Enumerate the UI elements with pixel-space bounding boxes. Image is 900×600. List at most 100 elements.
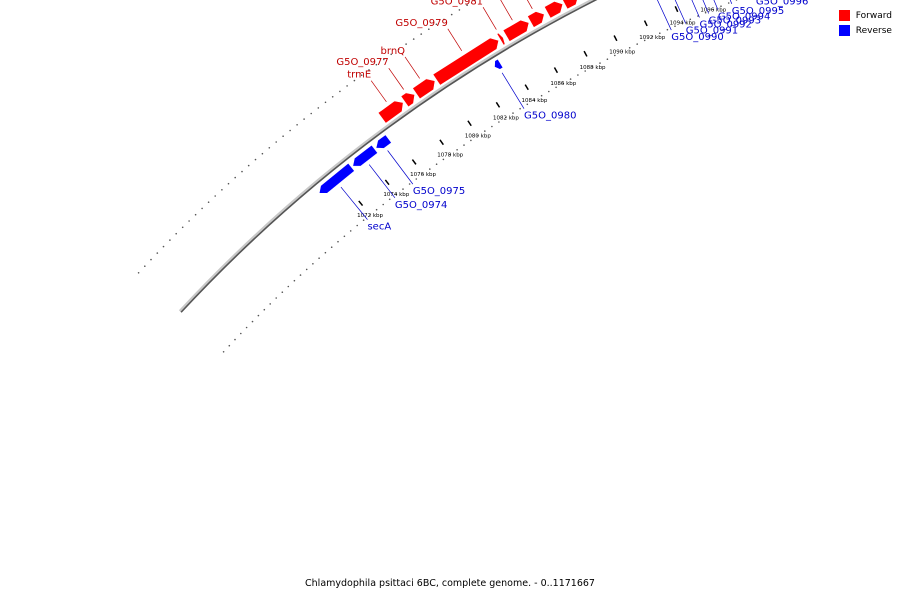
ring-dot <box>188 220 190 222</box>
ring-dot <box>289 129 291 132</box>
ring-dot <box>408 183 411 185</box>
tick-label: 1086 kbp <box>550 81 576 87</box>
ring-dot <box>519 107 521 110</box>
ring-dot <box>169 239 171 241</box>
ring-dot <box>599 62 601 64</box>
ring-dot <box>221 189 223 191</box>
tick-mark <box>467 120 472 127</box>
gene-arrow-g5o_0984[interactable] <box>543 0 564 19</box>
ring-dot <box>477 134 479 137</box>
leader-line <box>713 0 719 10</box>
gene-arrow-seca[interactable] <box>318 162 355 194</box>
ring-dot <box>346 85 348 87</box>
ring-dot <box>251 320 254 323</box>
leader-line <box>674 0 687 24</box>
ring-dot <box>584 70 586 72</box>
ring-dot <box>420 33 423 35</box>
ring-dot <box>269 303 272 305</box>
gene-label-brnq: brnQ <box>381 46 406 57</box>
leader-line <box>702 0 710 14</box>
ring-dot <box>577 74 579 76</box>
gene-label-g5o_0980: G5O_0980 <box>524 111 576 122</box>
ring-dot <box>458 9 461 11</box>
legend-reverse-label: Reverse <box>855 25 892 36</box>
ring-dot <box>562 82 565 84</box>
ring-dot <box>201 207 203 210</box>
ring-dot <box>337 240 339 243</box>
ring-dot <box>318 257 320 260</box>
ring-dot <box>349 230 352 232</box>
gene-arrow-g5o_0981[interactable] <box>496 32 506 46</box>
inner-dotted-ring <box>222 0 738 353</box>
outer-dotted-ring <box>137 0 476 274</box>
ring-dot <box>606 58 609 60</box>
tick-label: 1080 kbp <box>465 134 491 140</box>
ring-dot <box>569 78 572 80</box>
ring-dot <box>388 198 391 201</box>
tick-mark <box>583 50 588 57</box>
gene-arrow-g5o_0977[interactable] <box>400 92 416 108</box>
leader-line <box>368 164 396 199</box>
ring-dot <box>293 279 296 282</box>
ring-dot <box>442 158 445 161</box>
gene-arrow-g5o_0979[interactable] <box>432 37 500 86</box>
ring-dot <box>636 43 638 45</box>
gene-arrow-trme[interactable] <box>377 100 404 124</box>
ring-dot <box>368 69 370 71</box>
ring-dot <box>405 43 407 45</box>
ring-dot <box>533 99 536 101</box>
gene-label-g5o_0981: G5O_0981 <box>431 0 483 7</box>
ring-dot <box>207 201 210 203</box>
tick-label: 1078 kbp <box>437 153 463 159</box>
ring-dot <box>317 107 320 109</box>
gene-arrow-g5o_0980[interactable] <box>494 58 504 70</box>
ring-dot <box>330 246 333 248</box>
ring-dot <box>369 214 371 216</box>
ring-dot <box>240 332 242 335</box>
ring-dot <box>382 203 385 206</box>
ring-dot <box>435 163 438 165</box>
ring-dot <box>353 79 356 82</box>
ring-dot <box>312 263 314 265</box>
tick-label: 1098 kbp <box>731 0 757 1</box>
ring-dot <box>526 103 529 106</box>
ring-dot <box>324 101 327 104</box>
label-leaders <box>340 0 733 220</box>
ring-dot <box>287 285 290 288</box>
leader-line <box>388 68 404 90</box>
ring-dot <box>175 232 177 235</box>
gene-label-g5o_0994: G5O_0994 <box>718 12 770 23</box>
gene-arrow-lpda[interactable] <box>502 19 530 42</box>
ring-dot <box>299 274 302 276</box>
gene-arrow-lipa[interactable] <box>526 11 545 28</box>
genome-backbone <box>178 0 598 313</box>
gene-arrow-g5o_0985[interactable] <box>561 0 578 10</box>
ring-dot <box>659 32 661 34</box>
gene-label-trme: trmE <box>347 70 371 81</box>
ring-dot <box>435 23 438 26</box>
ring-dot <box>162 245 165 248</box>
ring-dot <box>689 18 692 21</box>
gene-arrow-g5o_0974[interactable] <box>352 144 379 167</box>
ring-dot <box>727 2 730 4</box>
tick-mark <box>553 67 559 74</box>
ring-dot <box>247 164 250 167</box>
ring-dot <box>150 258 152 261</box>
ring-dot <box>540 94 543 97</box>
tick-label: 1090 kbp <box>609 50 635 56</box>
ring-dot <box>144 265 146 268</box>
ring-dot <box>281 291 284 294</box>
ring-dot <box>241 170 243 173</box>
reverse-swatch <box>838 25 850 36</box>
tick-label: 1072 kbp <box>357 213 383 219</box>
ring-dot <box>268 147 271 149</box>
map-caption: Chlamydophila psittaci 6BC, complete gen… <box>305 578 595 589</box>
legend-reverse: Reverse <box>838 23 892 38</box>
ring-dot <box>470 139 472 142</box>
ring-dot <box>548 90 550 93</box>
ring-dot <box>324 251 327 254</box>
gene-arrow-brnq[interactable] <box>412 78 436 100</box>
ring-dot <box>651 36 654 38</box>
gene-arrow-g5o_0975[interactable] <box>375 134 392 149</box>
